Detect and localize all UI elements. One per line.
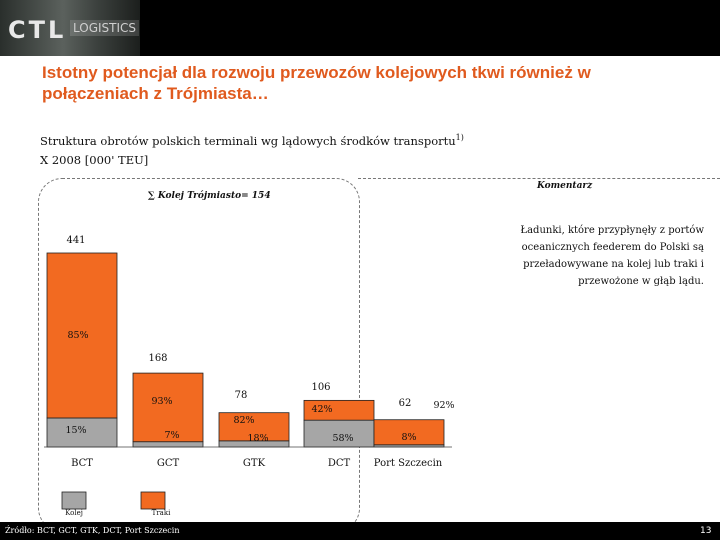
logo: CTL [8, 16, 67, 44]
bar-trucks-4 [373, 419, 445, 446]
rail-pct-label-3: 58% [332, 433, 353, 444]
category-label-0: BCT [71, 458, 93, 469]
header-bar: CTL LOGISTICS [0, 0, 720, 56]
chart-subtitle: Struktura obrotów polskich terminali wg … [40, 128, 464, 170]
total-label-0: 441 [66, 235, 85, 246]
total-label-2: 78 [235, 390, 248, 401]
rail-pct-label-0: 15% [65, 425, 86, 436]
trucks-pct-label-1: 93% [151, 396, 172, 407]
total-label-1: 168 [148, 353, 167, 364]
page-number: 13 [700, 526, 712, 536]
subtitle-line-1: Struktura obrotów polskich terminali wg … [40, 133, 456, 148]
bar-trucks-0 [46, 252, 118, 419]
trucks-pct-label-3: 42% [311, 404, 332, 415]
category-label-3: DCT [328, 458, 351, 469]
slide-title: Istotny potencjał dla rozwoju przewozów … [42, 63, 591, 103]
category-label-2: GTK [243, 458, 266, 469]
source-note: Źródło: BCT, GCT, GTK, DCT, Port Szczeci… [5, 526, 180, 535]
legend-label-trucks: Traki [152, 509, 171, 517]
trucks-pct-label-0: 85% [67, 330, 88, 341]
logo-photo [0, 0, 140, 56]
footer-bar [0, 522, 720, 540]
trucks-pct-label-4: 92% [433, 400, 454, 411]
bar-rail-0 [46, 417, 118, 448]
total-label-3: 106 [311, 382, 330, 393]
bar-trucks-3 [303, 399, 375, 421]
legend-swatch-rail [61, 491, 87, 510]
comment-heading: Komentarz [537, 181, 593, 191]
trucks-pct-label-2: 82% [233, 415, 254, 426]
rail-pct-label-2: 18% [247, 433, 268, 444]
legend-label-rail: Kolej [65, 509, 83, 517]
rail-pct-label-4: 8% [401, 432, 416, 443]
comment-text: Ładunki, które przypłynęły z portów ocea… [520, 225, 704, 287]
total-label-4: 62 [399, 398, 412, 409]
rail-pct-label-1: 7% [164, 430, 179, 441]
bar-trucks-1 [132, 372, 204, 443]
logo-subtext: LOGISTICS [70, 20, 140, 36]
category-label-4: Port Szczecin [374, 458, 443, 469]
category-label-1: GCT [157, 458, 180, 469]
subtitle-line-2: X 2008 [000' TEU] [40, 152, 149, 167]
subtitle-footnote-mark: 1) [455, 133, 464, 142]
bar-trucks-2 [218, 412, 290, 442]
comment-panel [358, 178, 720, 479]
rail-sum-label: ∑ Kolej Trójmiasto= 154 [148, 191, 271, 201]
legend-swatch-trucks [140, 491, 166, 510]
bar-rail-1 [132, 441, 204, 448]
